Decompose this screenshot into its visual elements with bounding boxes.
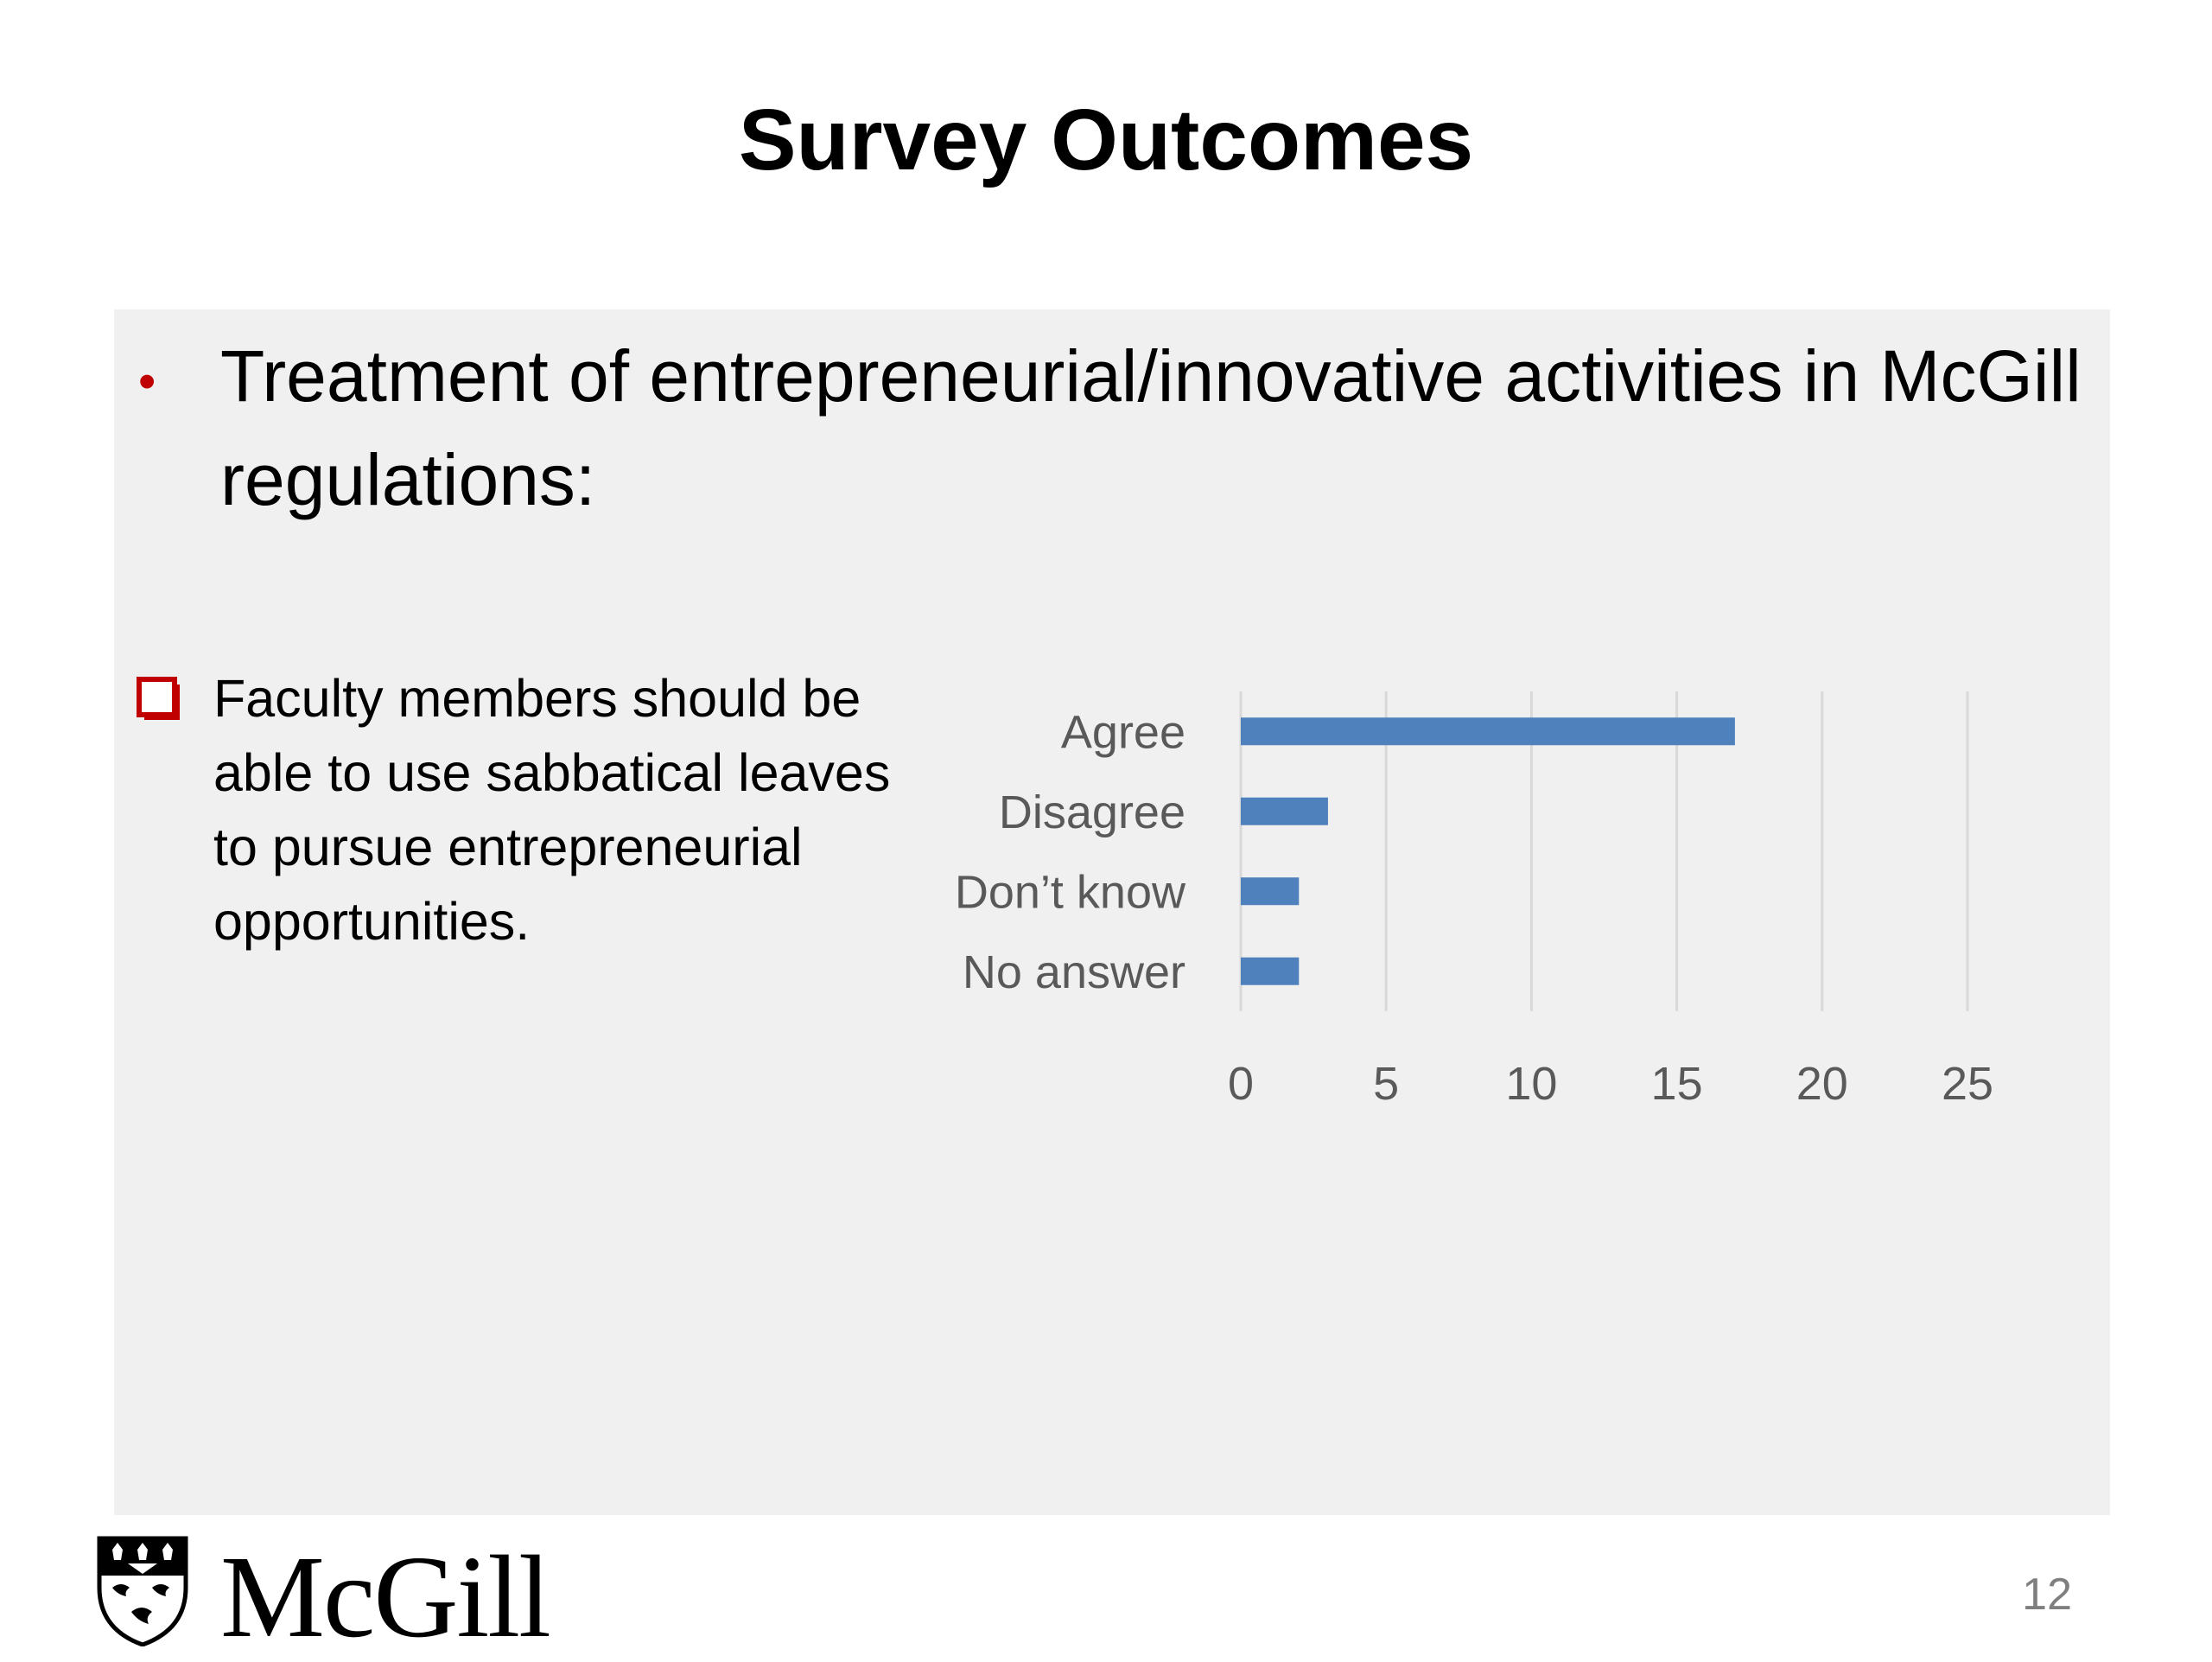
x-tick-label: 20: [1796, 1058, 1848, 1110]
page-number: 12: [2022, 1570, 2072, 1620]
main-bullet-text: Treatment of entrepreneurial/innovative …: [220, 335, 2082, 520]
bar-1: [1241, 797, 1328, 825]
x-tick-label: 25: [1942, 1058, 1993, 1110]
bar-2: [1241, 877, 1300, 906]
hollow-square-checkbox-icon: [137, 677, 180, 720]
x-tick-label: 15: [1651, 1058, 1703, 1110]
x-tick-label: 10: [1505, 1058, 1557, 1110]
mcgill-logo: McGill: [95, 1534, 596, 1656]
content-panel: [114, 309, 2110, 1515]
bar-0: [1241, 717, 1735, 746]
y-category-label: No answer: [963, 946, 1185, 998]
y-category-label: Don’t know: [955, 866, 1186, 918]
slide-title: Survey Outcomes: [738, 92, 1474, 188]
bullet-dot: •: [138, 353, 156, 410]
mcgill-crest-icon: [97, 1536, 188, 1646]
x-tick-label: 0: [1228, 1058, 1254, 1110]
sub-bullet-text: Faculty members should be able to use sa…: [213, 669, 891, 951]
y-category-label: Agree: [1061, 706, 1185, 758]
y-category-label: Disagree: [999, 786, 1185, 838]
x-tick-label: 5: [1373, 1058, 1399, 1110]
logo-wordmark: McGill: [220, 1532, 551, 1662]
bar-3: [1241, 957, 1300, 985]
